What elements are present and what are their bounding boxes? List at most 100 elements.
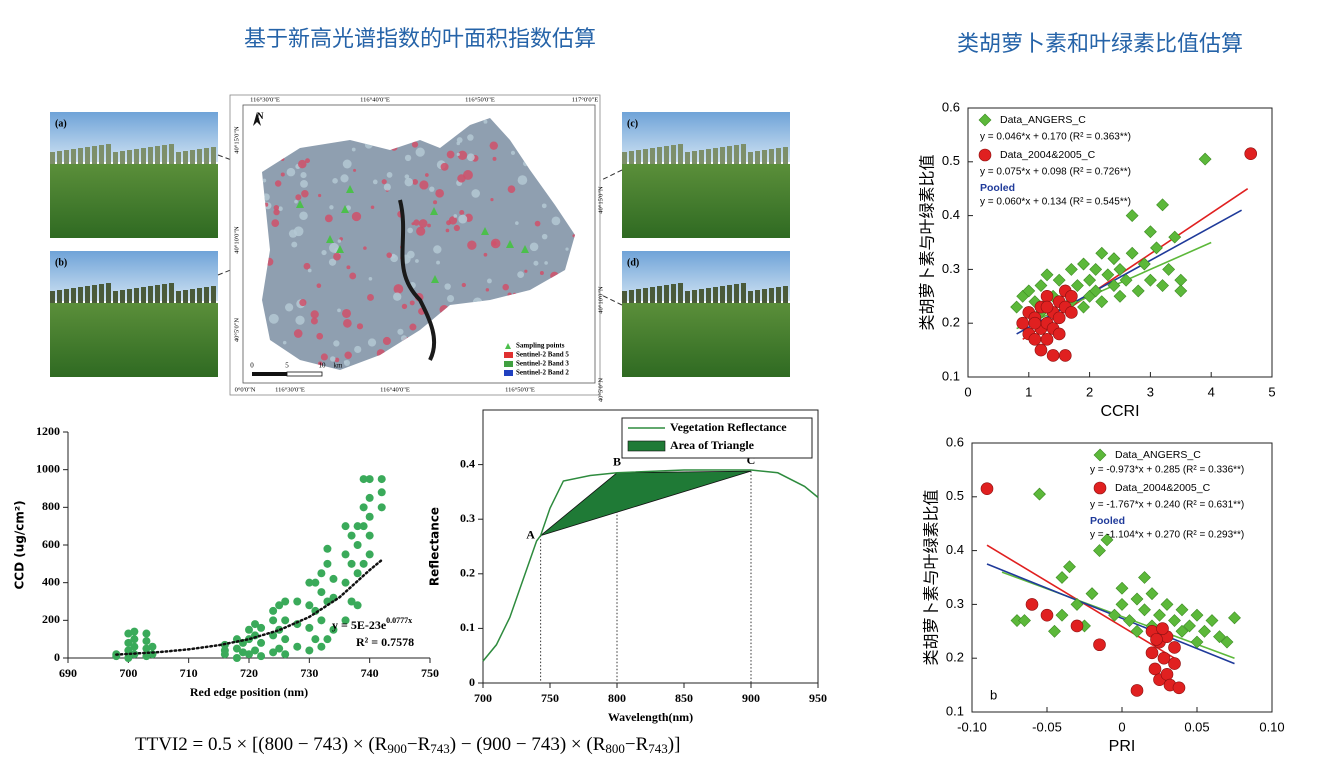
map-pixel [298, 159, 307, 169]
chart: -0.10 -0.05 0 0.05 0.10 0.1 0.2 0.3 0.4 0.5 0.6 PRI… [922, 434, 1285, 755]
x-tick-label: 700 [474, 691, 492, 705]
photo-trees [748, 291, 753, 303]
point [142, 629, 151, 638]
point [1077, 257, 1090, 271]
map-pixel [370, 205, 375, 210]
point [1065, 306, 1078, 319]
point [347, 531, 356, 540]
map-pixel [404, 174, 410, 179]
photo-trees [85, 147, 90, 164]
map-coord: 40°5'0"N [233, 318, 240, 342]
legend-equation: y = 0.060*x + 0.134 (R² = 0.545**) [980, 197, 1131, 208]
point [359, 475, 368, 484]
point [1175, 603, 1189, 617]
map-pixel [467, 134, 474, 141]
photo-trees [678, 283, 683, 303]
point [293, 597, 302, 606]
legend-name: Data_ANGERS_C [1000, 114, 1086, 126]
photo-trees [113, 291, 118, 303]
photo-trees [650, 148, 655, 164]
map-pixel [262, 178, 267, 183]
x-tick-label: 750 [541, 691, 559, 705]
point [1040, 333, 1054, 346]
point [341, 616, 350, 625]
point [323, 544, 332, 553]
point [269, 606, 278, 615]
y-tick-label: 0.1 [460, 620, 475, 634]
x-tick-label: 950 [809, 691, 827, 705]
map-coord: 40°10'0"N [233, 226, 240, 254]
map-pixel [354, 345, 362, 354]
point [365, 493, 374, 502]
trend-r2: R² = 0.7578 [356, 635, 414, 649]
river [398, 199, 437, 361]
x-tick-label: 710 [180, 666, 198, 680]
point [1174, 273, 1188, 287]
map-pixel [409, 300, 415, 306]
map-pixel [342, 159, 352, 169]
x-tick-label: -0.05 [1032, 719, 1062, 734]
point [329, 574, 338, 583]
legend-icon [504, 352, 513, 358]
point [293, 642, 302, 651]
y-tick-label: 0 [469, 675, 475, 689]
map-pixel [274, 180, 282, 187]
point [1101, 268, 1115, 282]
point [1115, 581, 1129, 595]
map-pixel [416, 226, 426, 236]
map-pixel [351, 147, 356, 152]
photo-trees [211, 147, 216, 164]
point [1190, 608, 1204, 622]
point [1113, 262, 1127, 276]
point [1040, 289, 1054, 303]
point [1063, 560, 1076, 574]
map-pixel [363, 246, 367, 250]
x-tick-label: 690 [59, 666, 77, 680]
point [1168, 230, 1182, 244]
photo-field [50, 164, 218, 238]
photo-trees [762, 150, 767, 164]
point [281, 616, 290, 625]
legend-label: Sampling points [516, 342, 565, 350]
line [482, 469, 819, 662]
north-icon [253, 112, 261, 126]
map-pixel [492, 156, 497, 161]
photo-label: (d) [627, 257, 639, 268]
map-pixel [301, 189, 309, 198]
point [1131, 284, 1145, 298]
point [317, 569, 326, 578]
point [130, 635, 139, 644]
photo-trees [169, 144, 174, 164]
point [1065, 289, 1078, 303]
photo-trees [720, 147, 725, 164]
map-pixel [436, 260, 440, 265]
photo-trees [629, 290, 634, 303]
legend-label: Sentinel-2 Band 2 [516, 369, 569, 377]
point [1055, 571, 1069, 584]
map-coord: 116°40'0"E [380, 386, 410, 393]
legend-icon [504, 370, 513, 376]
photo-trees [64, 289, 69, 303]
photo-trees [162, 145, 167, 164]
map-pixel [445, 228, 450, 233]
photo-field [50, 303, 218, 377]
photo-trees [92, 285, 97, 303]
map-pixel [534, 220, 541, 227]
point [269, 616, 278, 625]
photo-trees [71, 288, 76, 303]
map-pixel [286, 167, 296, 177]
point [1138, 571, 1151, 584]
map-pixel [483, 252, 488, 257]
chart: 700 750 800 850 900 950 0 0.1 0.2 0.3 0.4 Wavelengt… [428, 409, 827, 724]
legend-icon [504, 361, 513, 367]
y-tick-label: 200 [42, 612, 60, 626]
photo-trees [650, 287, 655, 303]
map-pixel [346, 265, 351, 270]
trend-equation: y = 5E-23e0.0777x [332, 616, 412, 632]
y-tick-label: 0.1 [946, 703, 964, 718]
x-tick-label: 4 [1208, 384, 1215, 399]
photo-trees [727, 285, 732, 303]
point [1119, 273, 1133, 287]
sampling-point [346, 185, 354, 193]
x-tick-label: 850 [675, 691, 693, 705]
